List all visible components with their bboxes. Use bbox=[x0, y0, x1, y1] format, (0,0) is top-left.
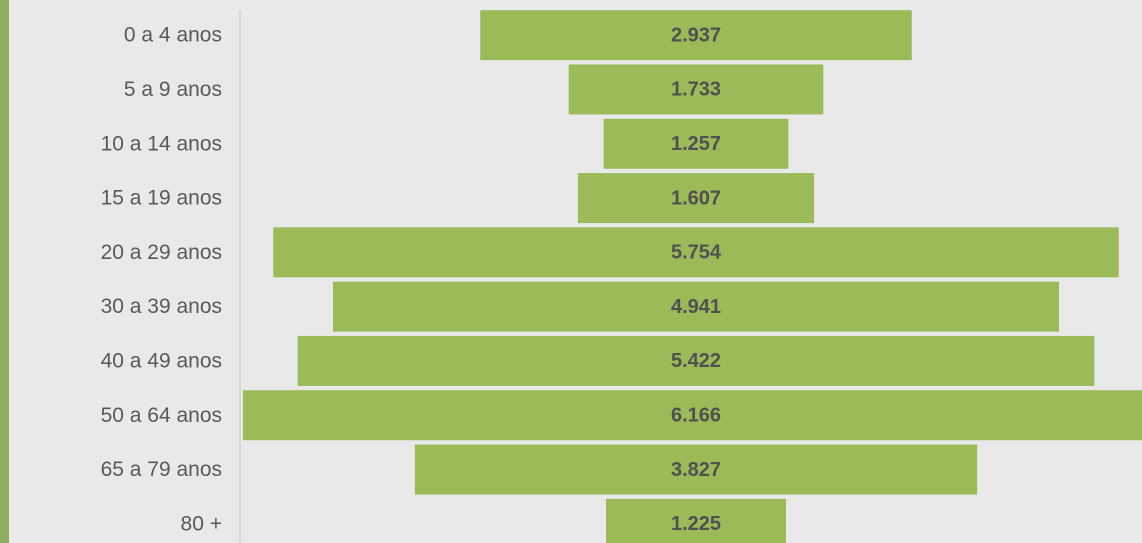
category-label: 50 a 64 anos bbox=[101, 404, 222, 427]
value-label: 2.937 bbox=[671, 24, 721, 46]
category-label: 10 a 14 anos bbox=[101, 132, 222, 155]
value-label: 5.422 bbox=[671, 350, 721, 372]
bar bbox=[273, 227, 1119, 278]
value-label: 3.827 bbox=[671, 459, 721, 481]
category-label: 80 + bbox=[181, 512, 222, 535]
category-label: 65 a 79 anos bbox=[101, 458, 222, 481]
value-label: 6.166 bbox=[671, 405, 721, 427]
category-label: 15 a 19 anos bbox=[101, 187, 222, 210]
bar bbox=[568, 64, 824, 115]
bar bbox=[480, 10, 912, 61]
category-label: 40 a 49 anos bbox=[101, 349, 222, 372]
value-label: 1.607 bbox=[671, 187, 721, 209]
category-label: 30 a 39 anos bbox=[101, 295, 222, 318]
category-label: 20 a 29 anos bbox=[101, 241, 222, 264]
bar bbox=[297, 335, 1095, 386]
value-label: 1.225 bbox=[671, 513, 721, 535]
category-label: 0 a 4 anos bbox=[124, 24, 222, 47]
bar bbox=[603, 118, 789, 169]
value-label: 5.754 bbox=[671, 242, 722, 264]
value-label: 1.257 bbox=[671, 133, 721, 155]
bar bbox=[332, 281, 1060, 332]
bar bbox=[577, 173, 815, 224]
bar bbox=[606, 498, 786, 543]
bar bbox=[243, 390, 1142, 441]
bar bbox=[414, 444, 978, 495]
value-label: 1.733 bbox=[671, 79, 721, 101]
left-strip bbox=[0, 0, 9, 543]
category-label: 5 a 9 anos bbox=[124, 78, 222, 101]
value-label: 4.941 bbox=[671, 296, 721, 318]
